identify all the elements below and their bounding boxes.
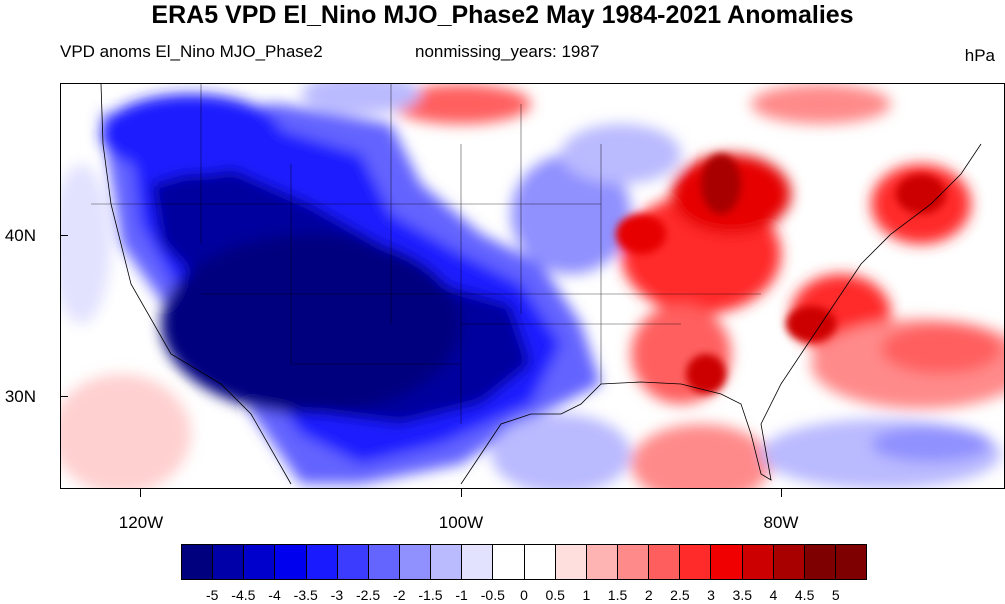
colorbar-label: -3.5 [293, 587, 318, 603]
colorbar-swatch [493, 545, 525, 579]
colorbar-swatch [275, 545, 307, 579]
colorbar-label: -1 [455, 587, 468, 603]
colorbar-label: 4.5 [794, 587, 815, 603]
colorbar-label: -0.5 [480, 587, 505, 603]
anomaly-detail [616, 154, 946, 394]
lat-tick-40 [60, 235, 68, 236]
anomaly-map [60, 83, 1005, 489]
colorbar-swatch [431, 545, 463, 579]
colorbar-swatch [711, 545, 743, 579]
colorbar-swatch [617, 545, 650, 579]
lon-label-100w: 100W [438, 513, 484, 532]
colorbar-swatch [649, 545, 681, 579]
coastlines [100, 84, 982, 485]
colorbar-label: -3 [330, 587, 344, 603]
colorbar [181, 544, 867, 580]
colorbar-label: 5 [831, 587, 840, 603]
lon-tick-80 [781, 489, 782, 497]
colorbar-label: -4 [268, 587, 281, 603]
colorbar-label: -2 [393, 587, 406, 603]
colorbar-swatch [306, 545, 338, 579]
lat-label-40n: 40N [4, 226, 36, 245]
colorbar-label: -1.5 [418, 587, 443, 603]
colorbar-swatch [773, 545, 805, 579]
colorbar-label: -5 [205, 587, 219, 603]
colorbar-swatch [462, 545, 494, 579]
colorbar-swatch [555, 545, 587, 579]
lat-label-30n: 30N [4, 387, 36, 406]
colorbar-swatch [399, 545, 432, 579]
colorbar-swatch [680, 545, 712, 579]
colorbar-swatch [244, 545, 276, 579]
units-label: hPa [964, 46, 995, 65]
colorbar-swatch [586, 545, 618, 579]
colorbar-swatch [182, 545, 214, 579]
lat-tick-30 [60, 396, 68, 397]
colorbar-swatch [804, 545, 836, 579]
map-canvas [61, 84, 1004, 488]
colorbar-swatch [524, 545, 556, 579]
colorbar-label: -2.5 [356, 587, 381, 603]
colorbar-swatch [337, 545, 369, 579]
colorbar-label: 4 [769, 587, 778, 603]
colorbar-label: 1 [582, 587, 591, 603]
colorbar-swatch [742, 545, 774, 579]
colorbar-label: 2 [644, 587, 653, 603]
colorbar-label: 0.5 [545, 587, 565, 603]
colorbar-label: 2.5 [670, 587, 690, 603]
subtitle-center: nonmissing_years: 1987 [415, 42, 600, 61]
colorbar-swatch [213, 545, 245, 579]
lon-label-120w: 120W [118, 513, 164, 532]
colorbar-label: 1.5 [607, 587, 628, 603]
lon-label-80w: 80W [763, 513, 799, 532]
chart-title: ERA5 VPD El_Nino MJO_Phase2 May 1984-202… [151, 1, 854, 29]
colorbar-swatch [368, 545, 400, 579]
lon-tick-100 [461, 489, 462, 497]
subtitle-left: VPD anoms El_Nino MJO_Phase2 [60, 42, 323, 61]
state-borders [91, 84, 761, 424]
colorbar-swatch [835, 545, 867, 579]
lon-tick-120 [140, 489, 141, 497]
colorbar-label: 3 [707, 587, 715, 603]
colorbar-label: -4.5 [231, 587, 256, 603]
colorbar-label: 0 [520, 587, 528, 603]
colorbar-label: 3.5 [732, 587, 752, 603]
